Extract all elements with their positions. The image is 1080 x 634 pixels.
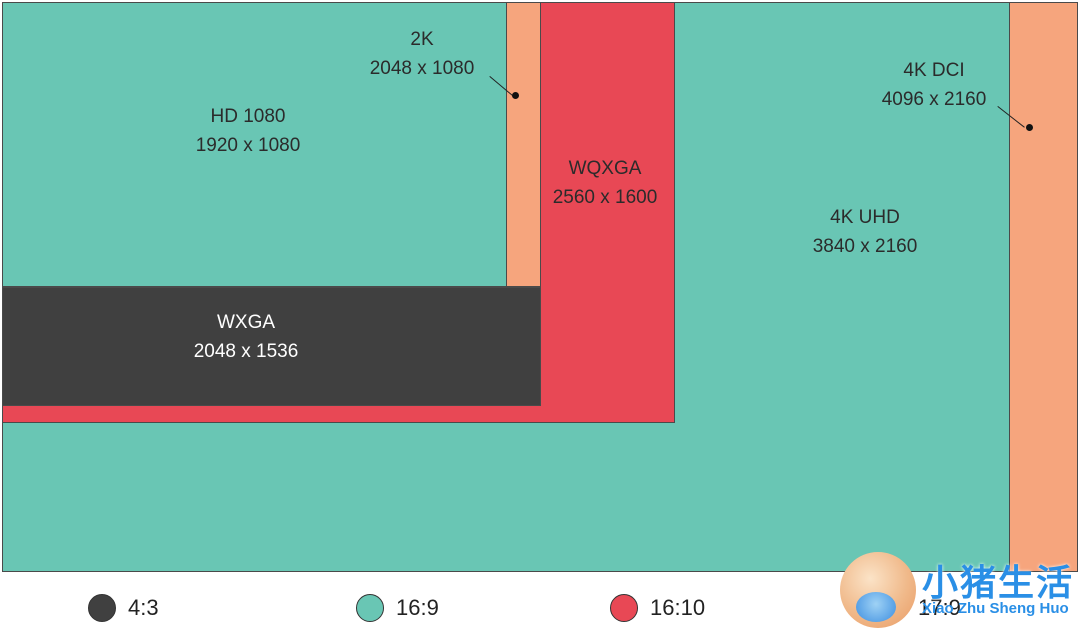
label-wqxga: WQXGA 2560 x 1600 [525, 154, 685, 212]
4k-dci-size: 4096 x 2160 [881, 89, 987, 110]
legend-swatch-16-9 [356, 594, 384, 622]
wxga-size: 2048 x 1536 [193, 341, 299, 362]
label-hd-1080: HD 1080 1920 x 1080 [148, 102, 348, 160]
legend-item-16-9: 16:9 [356, 594, 439, 622]
legend-swatch-4-3 [88, 594, 116, 622]
legend-label-16-10: 16:10 [650, 595, 706, 620]
wxga-name: WXGA [216, 312, 276, 333]
legend-item-4-3: 4:3 [88, 594, 159, 622]
legend-swatch-16-10 [610, 594, 638, 622]
hd-1080-size: 1920 x 1080 [195, 135, 301, 156]
4k-uhd-size: 3840 x 2160 [812, 236, 918, 257]
2k-name: 2K [410, 29, 434, 50]
wqxga-size: 2560 x 1600 [552, 187, 658, 208]
watermark-subtitle: Xiao Zhu Sheng Huo [922, 600, 1069, 617]
4k-uhd-name: 4K UHD [830, 207, 900, 228]
dot-4k-dci [1026, 124, 1033, 131]
dot-2k [512, 92, 519, 99]
2k-size: 2048 x 1080 [369, 58, 475, 79]
legend-label-4-3: 4:3 [128, 595, 159, 620]
wqxga-name: WQXGA [568, 158, 642, 179]
rect-hd-1080 [2, 2, 507, 287]
legend-label-17-9: 17:9 [918, 595, 961, 620]
label-wxga: WXGA 2048 x 1536 [146, 308, 346, 366]
label-4k-dci: 4K DCI 4096 x 2160 [854, 56, 1014, 114]
4k-dci-name: 4K DCI [903, 60, 965, 81]
legend-item-16-10: 16:10 [610, 594, 705, 622]
label-4k-uhd: 4K UHD 3840 x 2160 [785, 203, 945, 261]
rect-wxga [2, 287, 541, 406]
legend-label-16-9: 16:9 [396, 595, 439, 620]
watermark-title: 小猪生活 [922, 562, 1075, 603]
pig-mascot-icon [840, 552, 916, 628]
hd-1080-name: HD 1080 [210, 106, 286, 127]
label-2k: 2K 2048 x 1080 [342, 25, 502, 83]
watermark-logo: 小猪生活 Xiao Zhu Sheng Huo [838, 548, 1078, 632]
